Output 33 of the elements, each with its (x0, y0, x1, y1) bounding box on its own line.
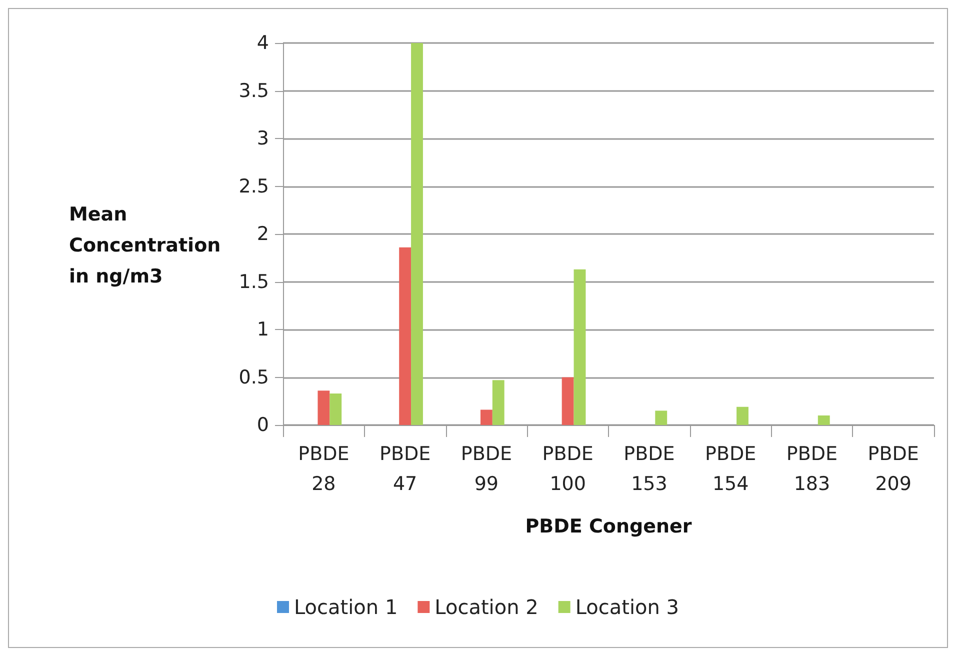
bar (411, 43, 423, 425)
bar (480, 410, 492, 425)
x-tick-label: PBDE 209 (868, 443, 919, 495)
y-tick-label: 1.5 (238, 270, 269, 293)
bar (574, 269, 586, 425)
y-tick-label: 0.5 (238, 366, 269, 388)
bar (330, 393, 342, 425)
bar (318, 390, 330, 425)
legend-label: Location 3 (575, 595, 680, 619)
y-tick-label: 2.5 (238, 175, 269, 198)
x-tick-label: PBDE 99 (460, 443, 512, 495)
y-axis-title: Mean Concentration in ng/m3 (69, 204, 221, 288)
y-tick-label: 4 (256, 32, 269, 54)
x-tick-label: PBDE 100 (542, 443, 594, 495)
bar (655, 410, 668, 425)
y-tick-label: 1 (256, 318, 269, 340)
bar (492, 380, 504, 425)
y-tick-label: 0 (256, 414, 269, 436)
bar (736, 406, 748, 425)
x-tick-label: PBDE 153 (624, 443, 675, 495)
legend-label: Location 2 (434, 595, 538, 619)
y-tick-label: 3.5 (238, 80, 269, 102)
bar (818, 415, 830, 425)
y-tick-label: 3 (256, 128, 269, 150)
legend-label: Location 1 (294, 595, 398, 619)
bar (399, 247, 412, 425)
x-tick-label: PBDE 154 (704, 443, 756, 495)
x-tick-label: PBDE 47 (379, 443, 431, 495)
x-axis-title: PBDE Congener (525, 516, 692, 538)
bar (562, 377, 574, 425)
x-tick-label: PBDE 28 (298, 443, 350, 495)
x-tick-label: PBDE 183 (786, 443, 838, 495)
y-tick-label: 2 (256, 223, 269, 245)
